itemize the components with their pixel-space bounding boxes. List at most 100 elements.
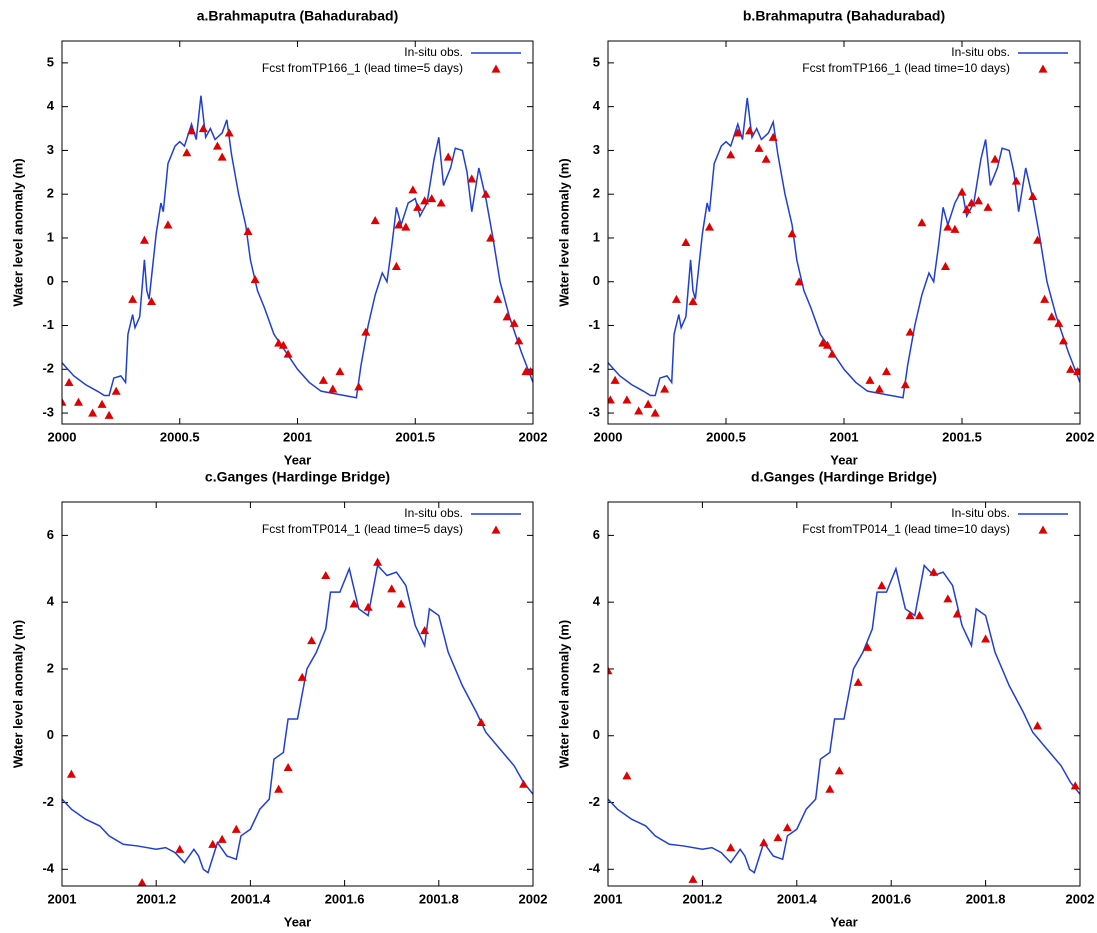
x-tick-label: 2000 [594,429,623,444]
y-tick-label: 2 [47,660,54,675]
x-tick-label: 2002 [1066,891,1095,906]
data-point [726,150,736,159]
data-point [408,185,418,194]
data-point [420,626,430,635]
data-point [827,349,837,358]
plot-area [608,97,1080,417]
data-point [634,406,644,415]
x-tick-label: 2002 [1066,429,1095,444]
data-point [198,124,208,133]
data-point [943,222,953,231]
x-tick-label: 2000.5 [160,429,200,444]
data-point [370,215,380,225]
data-point [373,557,383,566]
data-point [283,349,293,358]
legend-label: In-situ obs. [404,506,463,520]
y-axis-label: Water level anomaly (m) [10,158,25,306]
data-point [212,141,222,150]
data-point [526,366,533,376]
chart-title: c.Ganges (Hardinge Bridge) [205,469,390,485]
y-tick-label: -2 [588,794,600,809]
data-point [250,275,260,284]
data-point [231,824,241,833]
data-point [759,838,769,847]
data-point [643,399,653,408]
data-point [318,375,328,384]
data-point [413,202,423,211]
data-point [175,844,185,853]
y-tick-label: 4 [47,98,55,113]
data-point [217,152,227,161]
x-tick-label: 2001 [48,891,77,906]
data-point [608,395,615,404]
y-axis-label: Water level anomaly (m) [10,620,25,768]
legend-label: Fcst fromTP166_1 (lead time=5 days) [262,61,463,75]
data-point [754,143,764,152]
data-point [1058,336,1068,345]
data-point [952,609,962,618]
x-tick-label: 2001 [283,429,312,444]
data-point [387,584,397,593]
data-point [917,218,927,227]
x-axis-label: Year [284,452,311,467]
data-point [1073,366,1080,376]
data-point [874,384,884,393]
data-point [137,878,147,886]
data-point [163,220,173,229]
data-point [493,294,503,303]
data-point [818,338,828,347]
x-tick-label: 2001.5 [395,429,435,444]
data-point [274,338,284,347]
plot-area [608,563,1080,883]
data-point [394,220,404,229]
y-tick-label: 4 [593,98,601,113]
data-point [905,611,915,620]
data-point [1054,318,1064,327]
data-point [278,340,288,349]
y-tick-label: 6 [47,527,54,542]
data-line [62,95,533,399]
y-tick-label: 1 [47,229,54,244]
x-tick-label: 2001.6 [871,891,911,906]
chart-title: d.Ganges (Hardinge Bridge) [751,469,937,485]
data-point [773,833,783,842]
y-tick-label: -2 [42,794,54,809]
data-point [622,395,632,404]
plot-area [62,95,533,419]
data-point [363,602,373,611]
y-tick-label: -3 [42,404,54,419]
plot-frame [607,40,1081,425]
y-tick-label: 2 [593,186,600,201]
data-point [436,198,446,207]
data-point [217,834,227,843]
x-tick-label: 2001 [594,891,623,906]
data-point [274,784,284,793]
data-point [990,154,1000,163]
data-point [1033,721,1043,730]
data-point [401,222,411,231]
data-point [208,839,218,848]
data-point [865,375,875,384]
data-point [900,380,910,389]
y-tick-label: 3 [47,142,54,157]
x-tick-label: 2001.2 [683,891,723,906]
data-point [307,636,317,645]
data-point [863,642,873,651]
data-point [877,580,887,590]
data-point [704,222,714,231]
data-point [983,202,993,211]
data-point [139,235,149,244]
y-axis-label: Water level anomaly (m) [556,620,571,768]
y-tick-label: 0 [47,727,54,742]
plot-area [62,557,533,886]
data-point [476,717,486,726]
y-tick-label: 2 [593,660,600,675]
legend-label: In-situ obs. [404,45,463,59]
data-point [688,296,698,306]
data-point [929,567,939,576]
data-point [881,366,891,376]
data-line [608,97,1080,399]
y-tick-label: 0 [593,273,600,288]
